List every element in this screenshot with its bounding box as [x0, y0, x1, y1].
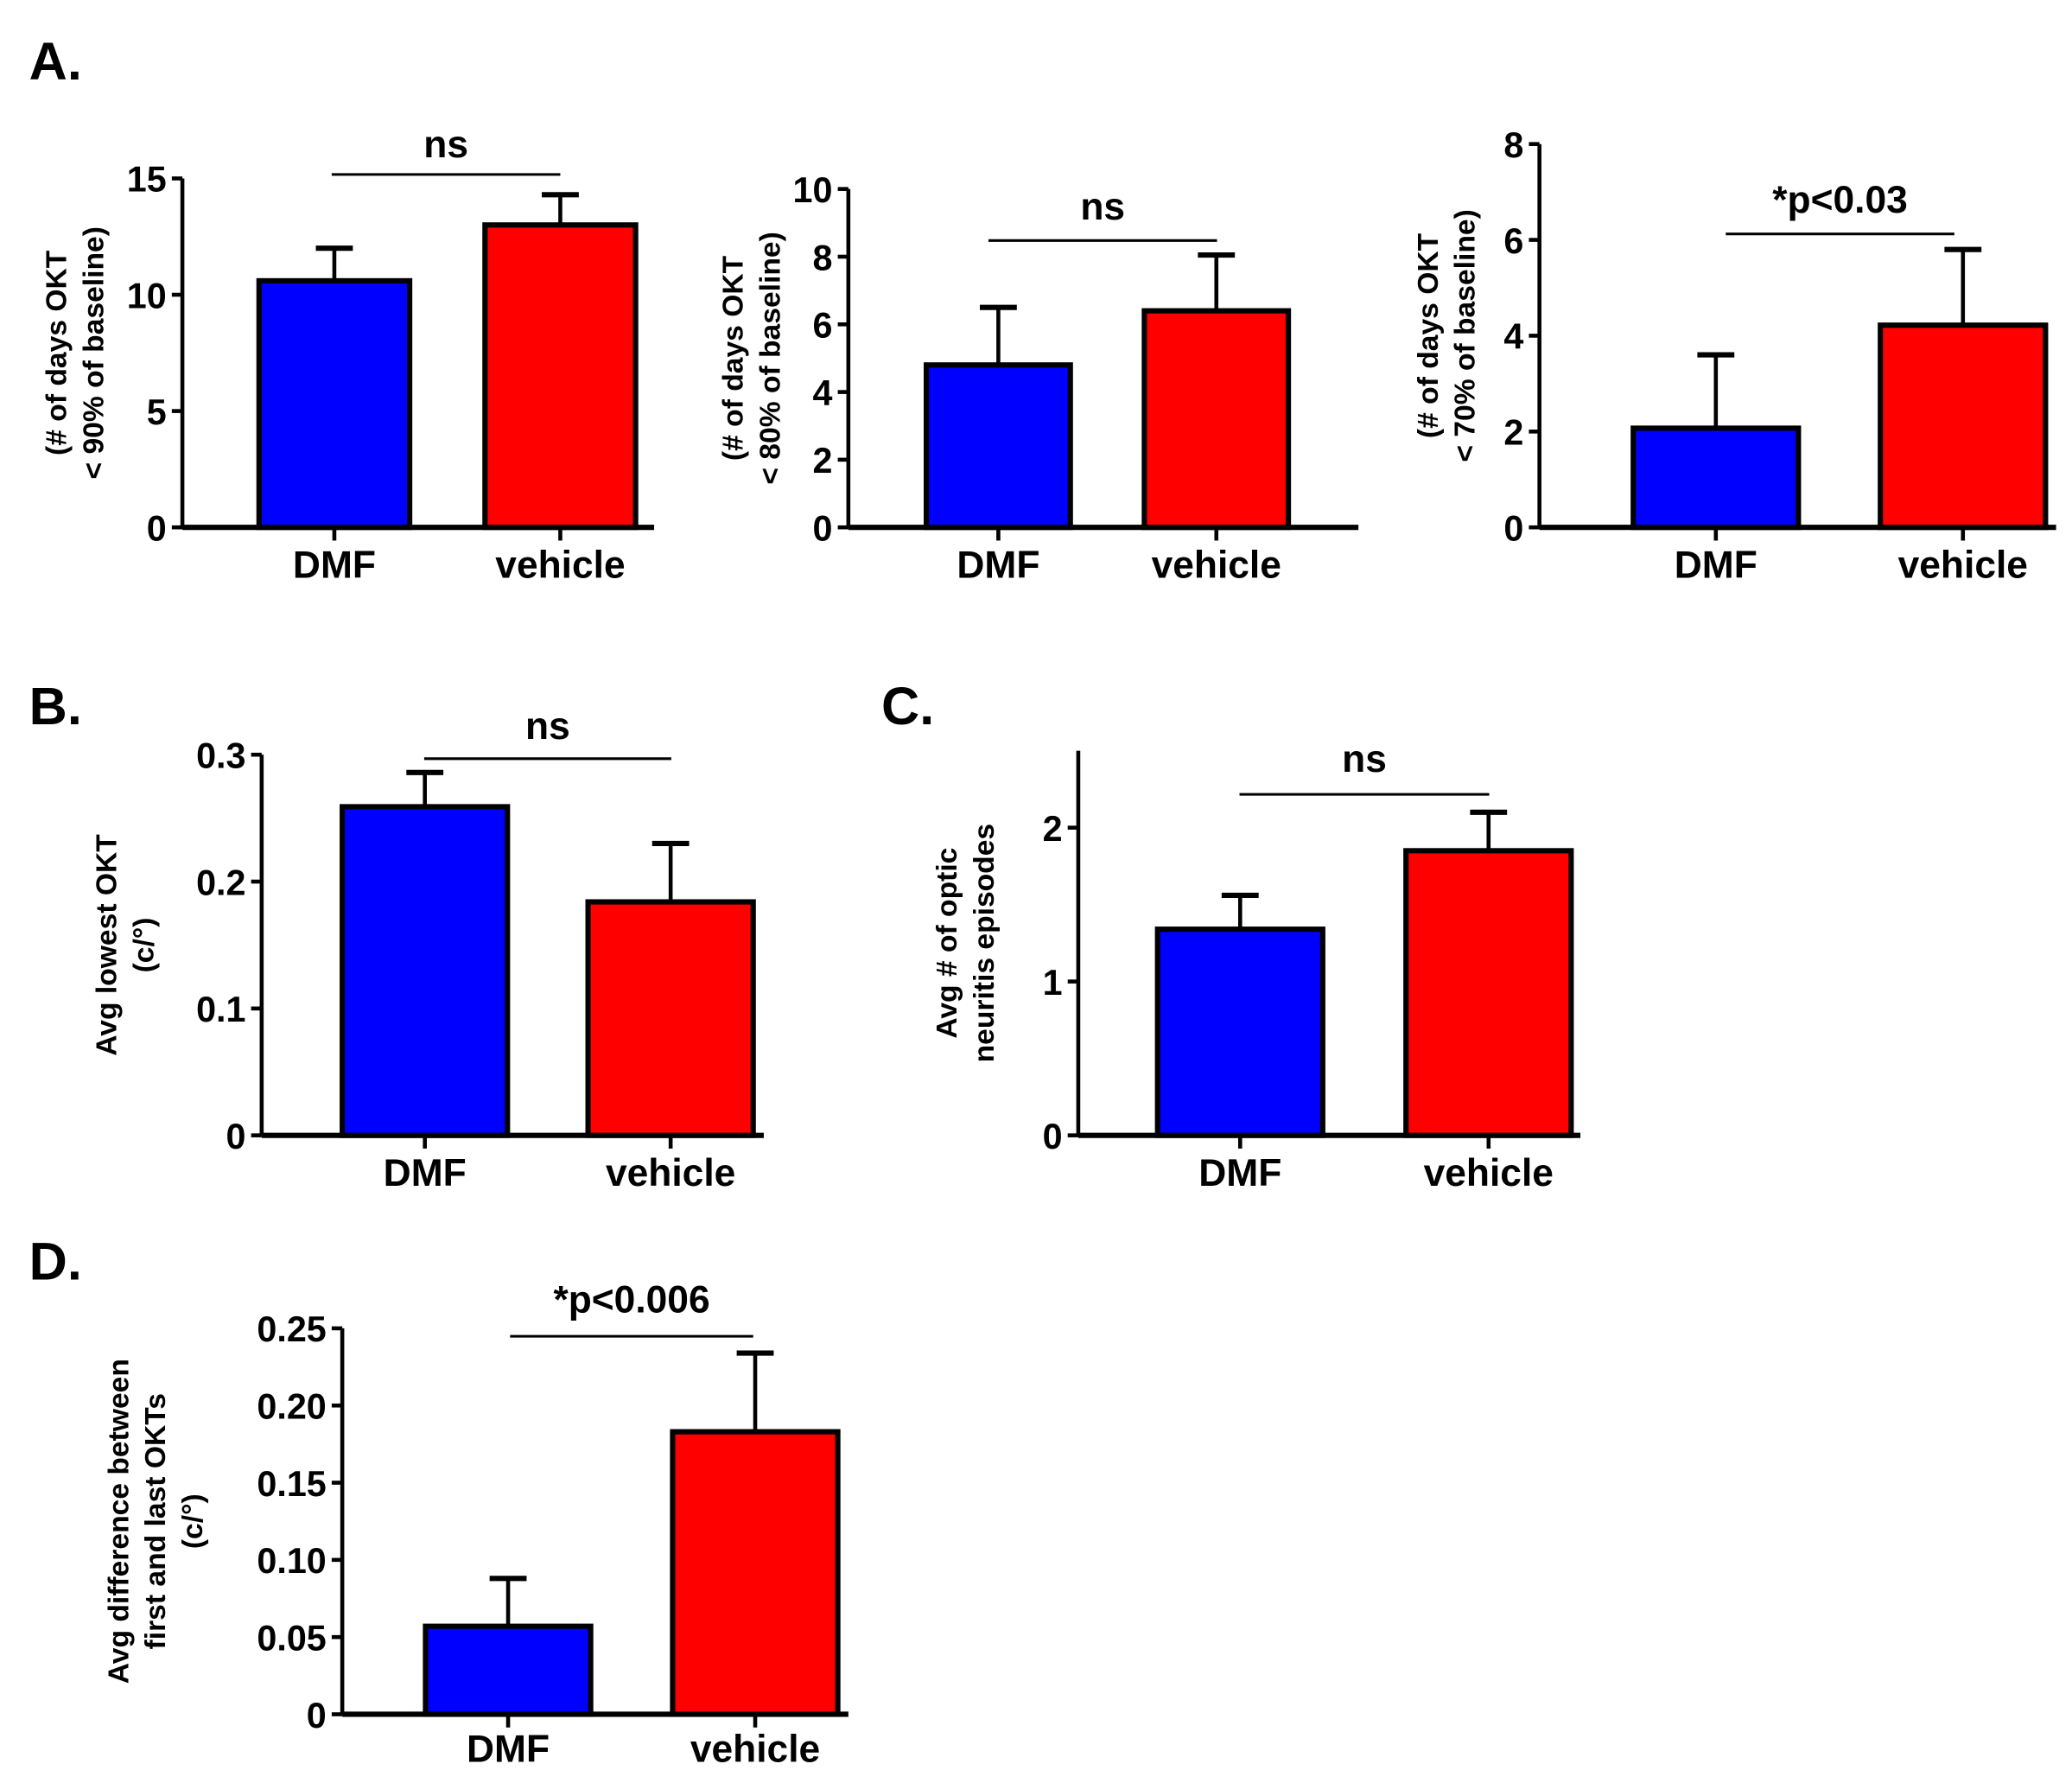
significance-label: ns [1342, 738, 1387, 780]
y-tick-label: 15 [127, 160, 167, 200]
x-tick-label: DMF [384, 1152, 467, 1194]
bar-dmf [1630, 425, 1802, 531]
y-axis-label: (# of days OKT [1413, 232, 1445, 438]
y-axis-label: (c/°) [128, 917, 160, 972]
panel-label: A. [29, 32, 82, 91]
y-axis-label: < 70% of baseline) [1450, 209, 1482, 462]
x-tick-label: vehicle [1424, 1152, 1554, 1194]
x-tick-label: DMF [467, 1729, 550, 1771]
y-tick-label: 10 [793, 170, 833, 210]
y-tick-label: 4 [813, 373, 833, 413]
y-axis-label: Avg # of optic [931, 848, 963, 1039]
y-axis-label: (# of days OKT [717, 255, 749, 461]
y-tick-label: 6 [1503, 221, 1523, 261]
y-axis-label: Avg difference between [103, 1359, 135, 1684]
significance-label: ns [423, 124, 468, 166]
significance-label: ns [525, 705, 570, 748]
y-tick-label: 0 [1503, 508, 1523, 548]
y-tick-label: 5 [147, 392, 167, 432]
y-tick-label: 0.15 [257, 1464, 326, 1504]
significance-label: *p<0.006 [553, 1279, 709, 1321]
bar-vehicle [1878, 322, 2049, 531]
panel-label: C. [881, 677, 934, 735]
bar-dmf [924, 362, 1073, 531]
y-tick-label: 0 [147, 508, 167, 548]
bar-vehicle [1403, 848, 1574, 1138]
y-tick-label: 0.10 [257, 1541, 326, 1581]
bar-vehicle [1141, 308, 1292, 531]
x-tick-label: DMF [1198, 1152, 1281, 1194]
y-tick-label: 0.3 [196, 736, 245, 776]
bar-vehicle [482, 222, 639, 531]
y-tick-label: 10 [127, 276, 167, 315]
y-tick-label: 6 [813, 306, 833, 346]
bar-dmf [423, 1623, 594, 1717]
x-tick-label: vehicle [606, 1152, 735, 1194]
significance-label: *p<0.03 [1772, 179, 1908, 221]
y-tick-label: 0 [307, 1696, 327, 1735]
y-tick-label: 1 [1043, 963, 1063, 1003]
y-tick-label: 2 [813, 441, 833, 481]
y-axis-label: (c/°) [177, 1493, 209, 1549]
x-tick-label: vehicle [1898, 544, 2028, 586]
y-axis-label: neuritis episodes [969, 824, 1001, 1063]
x-tick-label: vehicle [495, 544, 625, 586]
y-axis-label: < 80% of baseline) [754, 232, 786, 484]
y-tick-label: 0.05 [257, 1618, 326, 1658]
x-tick-label: DMF [1675, 544, 1757, 586]
y-axis-label: Avg lowest OKT [92, 834, 124, 1056]
y-tick-label: 0 [813, 508, 833, 548]
panel-label: B. [29, 677, 82, 735]
y-tick-label: 4 [1503, 317, 1523, 357]
y-tick-label: 0.20 [257, 1387, 326, 1427]
y-tick-label: 0 [1043, 1117, 1063, 1156]
y-tick-label: 8 [813, 238, 833, 277]
y-tick-label: 0.25 [257, 1309, 326, 1349]
y-tick-label: 8 [1503, 125, 1523, 165]
bar-dmf [1154, 927, 1325, 1138]
bar-vehicle [585, 899, 756, 1138]
x-tick-label: vehicle [1152, 544, 1281, 586]
bar-vehicle [670, 1429, 841, 1717]
y-axis-label: first and last OKTs [140, 1393, 172, 1649]
y-axis-label: < 90% of baseline) [78, 226, 110, 479]
x-tick-label: DMF [293, 544, 376, 586]
y-tick-label: 0 [226, 1117, 246, 1156]
x-tick-label: DMF [957, 544, 1039, 586]
y-tick-label: 0.2 [196, 863, 245, 902]
x-tick-label: vehicle [690, 1729, 820, 1771]
bar-dmf [340, 804, 511, 1138]
y-tick-label: 0.1 [196, 990, 245, 1029]
y-axis-label: (# of days OKT [41, 250, 73, 455]
y-tick-label: 2 [1043, 809, 1063, 849]
bar-dmf [256, 277, 413, 531]
significance-label: ns [1080, 186, 1125, 228]
panel-label: D. [29, 1232, 82, 1290]
y-tick-label: 2 [1503, 413, 1523, 453]
